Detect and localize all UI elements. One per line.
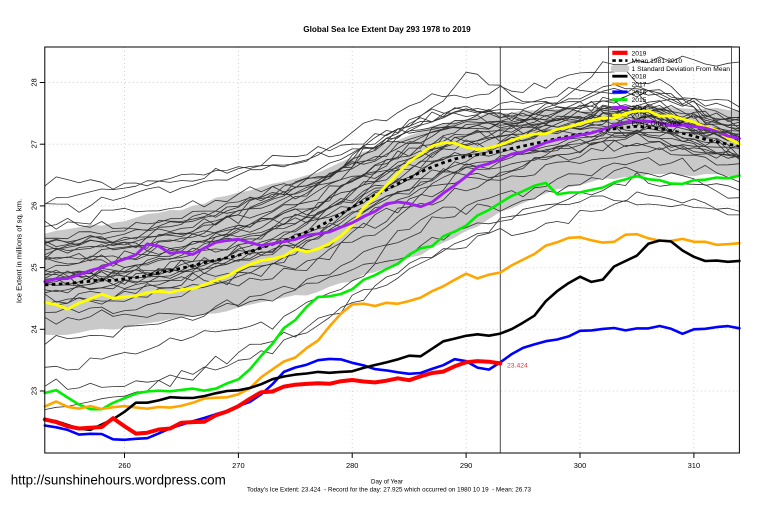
svg-text:2013: 2013 [632,113,647,120]
svg-text:http://sunshinehours.wordpress: http://sunshinehours.wordpress.com [11,473,226,488]
svg-text:Day of Year: Day of Year [371,479,403,486]
svg-text:2016: 2016 [632,89,647,96]
svg-text:2018: 2018 [632,74,647,81]
svg-text:24: 24 [30,325,39,333]
svg-text:28: 28 [30,78,39,86]
svg-text:23.424: 23.424 [507,363,528,370]
svg-text:23: 23 [30,387,39,395]
svg-text:1 Standard Deviation From Mean: 1 Standard Deviation From Mean [632,66,731,73]
svg-text:27: 27 [30,140,39,148]
svg-text:Mean 1981-2010: Mean 1981-2010 [632,58,683,65]
svg-text:26: 26 [30,202,39,210]
svg-text:290: 290 [460,461,473,470]
svg-text:310: 310 [688,461,701,470]
svg-text:2017: 2017 [632,82,647,89]
svg-text:Ice Extent in millions of sq.: Ice Extent in millions of sq. km. [15,199,24,303]
svg-text:Today's Ice Extent: 23.424 -: Today's Ice Extent: 23.424 - Record for … [247,486,532,493]
svg-text:2015: 2015 [632,97,647,104]
svg-text:300: 300 [574,461,587,470]
svg-text:2014: 2014 [632,105,647,112]
svg-text:260: 260 [118,461,131,470]
svg-text:Global Sea Ice Extent Day 293: Global Sea Ice Extent Day 293 1978 to 20… [303,25,471,34]
svg-text:280: 280 [346,461,359,470]
svg-text:2019: 2019 [632,50,647,57]
svg-text:270: 270 [232,461,245,470]
svg-text:Every Other Year: Every Other Year [632,121,684,128]
svg-text:25: 25 [30,263,39,271]
